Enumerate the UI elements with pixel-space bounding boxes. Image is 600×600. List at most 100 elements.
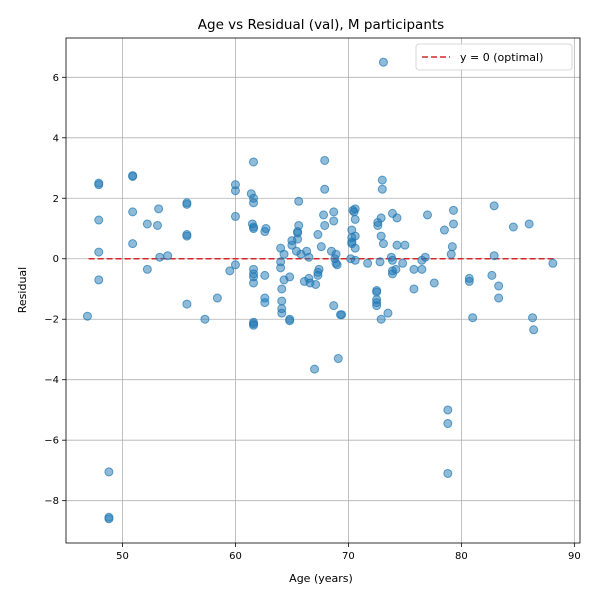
data-point <box>285 316 295 326</box>
data-point <box>375 257 385 267</box>
data-point <box>212 293 222 303</box>
data-point <box>398 258 408 268</box>
data-point <box>163 251 173 261</box>
data-point <box>294 220 304 230</box>
data-point <box>293 234 303 244</box>
data-point <box>333 354 343 364</box>
data-point <box>524 219 534 229</box>
data-point <box>142 264 152 274</box>
data-point <box>508 222 518 232</box>
data-point <box>400 240 410 250</box>
data-point <box>489 251 499 261</box>
data-point <box>319 210 329 220</box>
axes-frame <box>65 37 581 544</box>
x-tick-label: 80 <box>455 551 468 562</box>
data-point <box>331 249 341 259</box>
data-point <box>154 204 164 214</box>
data-point <box>320 220 330 230</box>
data-point <box>409 264 419 274</box>
data-point <box>230 260 240 270</box>
data-point <box>320 155 330 165</box>
data-point <box>316 242 326 252</box>
data-point <box>249 157 259 167</box>
data-point <box>128 207 138 217</box>
data-point <box>372 301 382 311</box>
data-point <box>225 266 235 276</box>
data-point <box>363 258 373 268</box>
data-point <box>260 298 270 308</box>
data-point <box>94 275 104 285</box>
data-point <box>82 311 92 321</box>
data-point <box>249 278 259 288</box>
data-point <box>310 364 320 374</box>
data-point <box>378 57 388 67</box>
data-point <box>332 260 342 270</box>
legend-label: y = 0 (optimal) <box>460 51 543 64</box>
data-point <box>494 293 504 303</box>
data-point <box>104 514 114 524</box>
data-point <box>350 204 360 214</box>
data-point <box>392 213 402 223</box>
y-axis-ticks: −8 −6 −4 −2 0 2 4 6 <box>44 73 66 507</box>
data-point <box>373 220 383 230</box>
data-point <box>329 216 339 226</box>
legend-box <box>415 43 573 71</box>
y-tick-label: 6 <box>53 73 59 84</box>
data-point <box>528 313 538 323</box>
data-point <box>230 186 240 196</box>
data-point <box>320 184 330 194</box>
data-point <box>494 281 504 291</box>
data-point <box>489 201 499 211</box>
data-point <box>443 419 453 429</box>
x-tick-label: 60 <box>229 551 242 562</box>
data-point <box>337 310 347 320</box>
data-point <box>448 205 458 215</box>
x-tick-label: 70 <box>342 551 355 562</box>
y-axis-label: Residual <box>16 267 29 313</box>
data-point <box>429 278 439 288</box>
data-point <box>249 224 259 234</box>
data-point <box>377 175 387 185</box>
data-point <box>409 284 419 294</box>
data-point <box>392 240 402 250</box>
data-point <box>447 242 457 252</box>
data-point <box>448 219 458 229</box>
data-point <box>314 264 324 274</box>
x-tick-label: 90 <box>568 551 581 562</box>
data-point <box>200 314 210 324</box>
data-point <box>329 207 339 217</box>
data-point <box>387 255 397 265</box>
data-point <box>378 239 388 249</box>
data-point <box>548 258 558 268</box>
data-points <box>82 57 558 524</box>
y-tick-label: 2 <box>53 194 59 205</box>
data-point <box>420 252 430 262</box>
data-point <box>487 270 497 280</box>
data-point <box>443 405 453 415</box>
data-point <box>350 231 360 241</box>
data-point <box>142 219 152 229</box>
data-point <box>277 308 287 318</box>
y-tick-label: −6 <box>44 436 59 447</box>
y-tick-label: −4 <box>44 375 59 386</box>
data-point <box>276 263 286 273</box>
data-point <box>261 224 271 234</box>
data-point <box>279 249 289 259</box>
data-point <box>391 264 401 274</box>
data-point <box>376 213 386 223</box>
data-point <box>260 270 270 280</box>
data-point <box>277 284 287 294</box>
data-point <box>311 279 321 289</box>
data-point <box>155 252 165 262</box>
y-tick-label: −2 <box>44 315 59 326</box>
chart-title: Age vs Residual (val), M participants <box>198 17 444 33</box>
data-point <box>376 314 386 324</box>
x-axis-label: Age (years) <box>289 572 353 585</box>
data-point <box>468 313 478 323</box>
data-point <box>128 239 138 249</box>
y-tick-label: 4 <box>53 133 59 144</box>
data-point <box>94 247 104 257</box>
legend: y = 0 (optimal) <box>415 43 573 71</box>
data-point <box>128 171 138 181</box>
data-point <box>439 225 449 235</box>
